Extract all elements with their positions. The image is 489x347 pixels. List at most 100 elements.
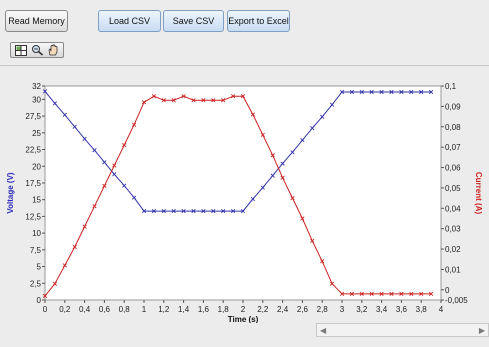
current-series-line: [44, 95, 432, 297]
toolbar-divider: [0, 65, 489, 66]
voltage-point: [92, 148, 97, 153]
voltage-point: [359, 89, 364, 95]
voltage-point: [181, 208, 186, 214]
voltage-point: [151, 208, 157, 214]
current-point: [270, 153, 275, 158]
voltage-series-line: [44, 90, 432, 212]
x-tick-label: 1: [142, 305, 147, 314]
load-csv-button[interactable]: Load CSV: [98, 10, 161, 32]
horizontal-scrollbar[interactable]: ◀ ▶: [316, 323, 489, 337]
x-tick-label: 4: [439, 305, 444, 314]
y-left-tick-label: 5: [37, 263, 42, 272]
scroll-right-icon[interactable]: ▶: [478, 326, 485, 335]
y-right-tick-label: 0,08: [445, 123, 461, 132]
y-left-tick-label: 20: [32, 162, 41, 171]
voltage-point: [369, 89, 374, 95]
voltage-point: [141, 208, 147, 214]
x-tick-label: 2: [241, 305, 246, 314]
graph-palette: [10, 42, 64, 58]
voltage-point: [409, 89, 414, 95]
x-tick-label: 3,6: [396, 305, 408, 314]
export-excel-button[interactable]: Export to Excel: [227, 10, 290, 32]
y-left-tick-label: 17,5: [25, 179, 41, 188]
y-right-tick-label: 0,09: [445, 102, 461, 111]
voltage-point: [389, 89, 394, 95]
current-point: [399, 291, 404, 297]
x-tick-label: 0,8: [119, 305, 131, 314]
current-point: [62, 263, 67, 268]
y-right-tick-label: 0,1: [445, 82, 457, 91]
read-memory-button[interactable]: Read Memory: [5, 10, 68, 32]
current-point: [260, 132, 265, 138]
current-point: [310, 238, 315, 244]
y-left-tick-label: 22,5: [25, 146, 41, 155]
y-right-tick-label: 0,07: [445, 143, 461, 152]
current-point: [221, 98, 226, 103]
zoom-grid-icon[interactable]: [14, 44, 28, 56]
y-left-tick-label: 0: [37, 296, 42, 305]
current-point: [151, 94, 157, 99]
current-point: [369, 291, 374, 297]
current-point: [300, 216, 305, 221]
current-point: [102, 183, 107, 188]
x-tick-label: 1,4: [178, 305, 190, 314]
y-left-tick-label: 7,5: [30, 246, 42, 255]
voltage-point: [339, 89, 345, 95]
x-tick-label: 2,6: [297, 305, 309, 314]
current-point: [122, 142, 127, 148]
voltage-point: [42, 89, 48, 94]
scroll-left-icon[interactable]: ◀: [320, 326, 327, 335]
voltage-point: [290, 150, 295, 155]
y-left-tick-label: 30: [32, 95, 41, 104]
voltage-point: [221, 208, 226, 214]
y-left-axis-title: Voltage (V): [6, 172, 15, 214]
current-point: [92, 204, 97, 209]
x-tick-label: 1,2: [158, 305, 170, 314]
voltage-point: [379, 89, 384, 95]
current-point: [389, 291, 394, 297]
voltage-point: [62, 112, 67, 117]
y-right-axis-title: Current (A): [474, 172, 483, 215]
current-point: [141, 100, 147, 105]
zoom-icon[interactable]: [30, 44, 44, 56]
voltage-point: [112, 172, 117, 177]
current-point: [329, 281, 335, 286]
pan-hand-icon[interactable]: [46, 44, 60, 56]
voltage-point: [320, 114, 325, 119]
current-point: [112, 163, 117, 168]
x-tick-label: 0,6: [99, 305, 111, 314]
x-tick-label: 1,8: [218, 305, 230, 314]
current-point: [379, 291, 384, 297]
current-point: [161, 98, 166, 103]
plot-area: [44, 85, 442, 301]
y-right-tick-label: 0: [445, 286, 450, 295]
current-point: [339, 291, 345, 297]
y-right-tick-label: 0,04: [445, 204, 461, 213]
x-tick-label: 3,4: [376, 305, 388, 314]
voltage-point: [131, 195, 137, 200]
y-left-tick-label: 10: [32, 229, 41, 238]
current-point: [349, 291, 355, 297]
save-csv-button[interactable]: Save CSV: [163, 10, 224, 32]
current-point: [419, 291, 424, 297]
voltage-point: [161, 208, 166, 214]
voltage-point: [201, 208, 206, 214]
voltage-current-chart: 0 0,2 0,4 0,6 0,8 1 1,2 1,4 1,6 1,8 2 2,2 2,4 2,6 2,8 3…: [0, 66, 489, 323]
current-point: [72, 244, 77, 250]
voltage-point: [329, 102, 335, 107]
x-tick-label: 3,8: [416, 305, 428, 314]
voltage-point: [102, 160, 107, 165]
current-point: [52, 281, 58, 286]
y-right-tick-label: 0,05: [445, 184, 461, 193]
voltage-point: [82, 136, 87, 141]
current-point: [280, 175, 285, 180]
current-point: [201, 98, 206, 103]
current-point: [230, 94, 236, 99]
voltage-point: [250, 196, 256, 202]
current-point: [290, 195, 295, 201]
voltage-point: [428, 89, 434, 95]
current-point: [191, 98, 196, 103]
voltage-point: [211, 208, 216, 214]
voltage-point: [280, 161, 285, 166]
voltage-point: [300, 138, 305, 143]
